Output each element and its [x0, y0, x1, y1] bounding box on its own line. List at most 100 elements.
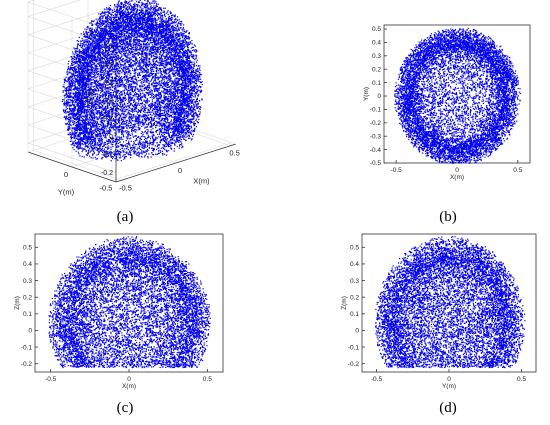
data-point	[195, 120, 196, 121]
data-point	[116, 83, 117, 84]
data-point	[72, 78, 73, 79]
data-point	[156, 54, 157, 55]
data-point	[76, 66, 77, 67]
data-point	[139, 52, 140, 53]
data-point	[172, 72, 173, 73]
data-point	[101, 91, 102, 92]
data-point	[73, 47, 74, 48]
data-point	[140, 95, 141, 96]
data-point	[145, 105, 146, 106]
data-point	[155, 116, 156, 117]
data-point	[148, 80, 149, 81]
data-point	[170, 18, 171, 19]
data-point	[121, 8, 122, 9]
data-point	[118, 70, 119, 71]
data-point	[106, 133, 107, 134]
data-point	[140, 152, 141, 153]
data-point	[179, 144, 180, 145]
data-point	[153, 22, 154, 23]
data-point	[151, 94, 152, 95]
data-point	[110, 34, 111, 35]
data-point	[143, 125, 144, 126]
data-point	[172, 21, 173, 22]
data-point	[126, 136, 127, 137]
data-point	[183, 36, 184, 37]
data-point	[106, 9, 107, 10]
data-point	[174, 151, 175, 152]
data-point	[187, 136, 188, 137]
data-point	[117, 71, 118, 72]
data-point	[129, 4, 130, 5]
data-point	[87, 60, 88, 61]
data-point	[130, 39, 131, 40]
data-point	[102, 18, 103, 19]
data-point	[151, 129, 152, 130]
data-point	[165, 109, 166, 110]
data-point	[131, 81, 132, 82]
data-point	[126, 127, 127, 128]
data-point	[68, 134, 69, 135]
data-point	[150, 6, 151, 7]
data-point	[124, 104, 125, 105]
data-point	[105, 147, 106, 148]
data-point	[158, 62, 159, 63]
data-point	[63, 111, 64, 112]
data-point	[130, 122, 131, 123]
data-point	[189, 37, 190, 38]
data-point	[171, 89, 172, 90]
data-point	[166, 76, 167, 77]
data-point	[91, 72, 92, 73]
data-point	[160, 94, 161, 95]
data-point	[137, 73, 138, 74]
data-point	[126, 83, 127, 84]
data-point	[121, 72, 122, 73]
data-point	[146, 73, 147, 74]
data-point	[118, 77, 119, 78]
data-point	[153, 55, 154, 56]
data-point	[166, 13, 167, 14]
data-point	[154, 18, 155, 19]
data-point	[74, 54, 75, 55]
data-point	[156, 22, 157, 23]
data-point	[120, 142, 121, 143]
data-point	[112, 113, 113, 114]
data-point	[81, 33, 82, 34]
data-point	[163, 55, 164, 56]
data-point	[168, 82, 169, 83]
data-point	[142, 76, 143, 77]
data-point	[75, 143, 76, 144]
data-point	[65, 95, 66, 96]
data-point	[83, 31, 84, 32]
data-point	[95, 84, 96, 85]
data-point	[117, 86, 118, 87]
data-point	[134, 83, 135, 84]
data-point	[166, 112, 167, 113]
data-point	[104, 59, 105, 60]
data-point	[93, 62, 94, 63]
data-point	[186, 36, 187, 37]
data-point	[149, 136, 150, 137]
data-point	[138, 109, 139, 110]
data-point	[145, 11, 146, 12]
data-point	[180, 86, 181, 87]
data-point	[175, 83, 176, 84]
data-point	[147, 46, 148, 47]
data-point	[82, 126, 83, 127]
data-point	[179, 145, 180, 146]
data-point	[149, 62, 150, 63]
data-point	[151, 144, 152, 145]
data-point	[162, 113, 163, 114]
data-point	[118, 66, 119, 67]
data-point	[136, 140, 137, 141]
data-point	[125, 12, 126, 13]
data-point	[115, 141, 116, 142]
data-point	[184, 38, 185, 39]
data-point	[135, 131, 136, 132]
data-point	[171, 15, 172, 16]
data-point	[141, 56, 142, 57]
data-point	[191, 64, 192, 65]
data-point	[93, 114, 94, 115]
data-point	[105, 113, 106, 114]
data-point	[126, 71, 127, 72]
data-point	[158, 8, 159, 9]
